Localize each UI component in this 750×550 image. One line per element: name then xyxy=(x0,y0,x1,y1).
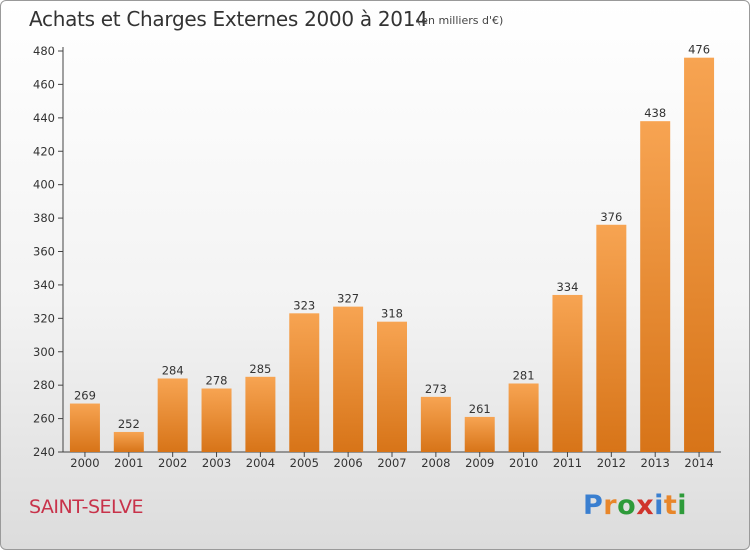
axes: 240 260 280 300 320 340 360 380 400 420 440 460 480 xyxy=(33,44,721,459)
bar-2010 xyxy=(508,383,539,452)
bar-2005 xyxy=(289,313,320,452)
value-label-2000: 269 xyxy=(74,389,96,403)
bar-2000 xyxy=(69,403,100,452)
bar-2003 xyxy=(201,388,232,452)
value-label-2008: 273 xyxy=(425,382,447,396)
bar-2013 xyxy=(640,121,671,453)
logo-letter: x xyxy=(636,490,655,521)
logo-letter: r xyxy=(603,490,618,521)
x-tick-label-2006: 2006 xyxy=(333,456,362,470)
value-label-2004: 285 xyxy=(249,362,271,376)
chart-title: Achats et Charges Externes 2000 à 2014 xyxy=(29,7,428,31)
value-label-2001: 252 xyxy=(118,417,140,431)
x-tick-label-2009: 2009 xyxy=(465,456,494,470)
bar-2004 xyxy=(245,376,276,452)
x-tick-label-2001: 2001 xyxy=(114,456,143,470)
value-label-2011: 334 xyxy=(556,280,578,294)
logo-letter: o xyxy=(617,490,637,521)
bars xyxy=(69,57,715,453)
y-tick-label: 440 xyxy=(33,111,55,125)
y-tick-label: 360 xyxy=(33,245,55,259)
bar-2009 xyxy=(464,416,495,452)
x-tick-label-2002: 2002 xyxy=(158,456,187,470)
x-tick-label-2014: 2014 xyxy=(684,456,713,470)
y-tick-label: 320 xyxy=(33,311,55,325)
y-tick-label: 380 xyxy=(33,211,55,225)
bar-2008 xyxy=(420,396,451,452)
value-label-2003: 278 xyxy=(206,374,228,388)
y-tick-label: 480 xyxy=(33,44,55,58)
x-tick-label-2000: 2000 xyxy=(70,456,99,470)
bar-2014 xyxy=(684,57,715,452)
y-tick-label: 300 xyxy=(33,345,55,359)
unit-note: (en milliers d'€) xyxy=(417,14,504,27)
y-tick-label: 280 xyxy=(33,378,55,392)
value-label-2009: 261 xyxy=(469,402,491,416)
value-label-2006: 327 xyxy=(337,292,359,306)
bar-2011 xyxy=(552,294,583,452)
y-tick-label: 260 xyxy=(33,412,55,426)
value-label-2014: 476 xyxy=(688,43,710,57)
x-tick-label-2011: 2011 xyxy=(553,456,582,470)
logo-letter: P xyxy=(583,490,604,521)
logo-letter: i xyxy=(654,490,664,521)
x-tick-label-2008: 2008 xyxy=(421,456,450,470)
labels: 2000 269 2001 252 2002 284 2003 278 2004 285 2005 3… xyxy=(70,43,713,470)
y-tick-label: 420 xyxy=(33,144,55,158)
y-tick-label: 400 xyxy=(33,178,55,192)
logo-letter: i xyxy=(677,490,688,521)
x-tick-label-2003: 2003 xyxy=(202,456,231,470)
y-tick-label: 460 xyxy=(33,77,55,91)
x-tick-label-2004: 2004 xyxy=(246,456,275,470)
x-tick-label-2012: 2012 xyxy=(597,456,626,470)
x-tick-label-2007: 2007 xyxy=(377,456,406,470)
value-label-2010: 281 xyxy=(513,368,535,382)
x-tick-label-2005: 2005 xyxy=(290,456,319,470)
bar-2002 xyxy=(157,378,188,452)
value-label-2012: 376 xyxy=(600,210,622,224)
bar-2001 xyxy=(113,431,144,452)
bar-2007 xyxy=(377,321,407,452)
value-label-2007: 318 xyxy=(381,307,403,321)
y-tick-label: 340 xyxy=(33,278,55,292)
x-tick-label-2013: 2013 xyxy=(641,456,670,470)
commune-name: SAINT-SELVE xyxy=(29,496,144,518)
bar-2006 xyxy=(333,306,364,452)
proxiti-logo: Proxiti xyxy=(583,490,687,521)
value-label-2005: 323 xyxy=(293,298,315,312)
value-label-2013: 438 xyxy=(644,106,666,120)
logo-letter: t xyxy=(663,490,678,521)
value-label-2002: 284 xyxy=(162,363,184,377)
bar-2012 xyxy=(596,224,627,452)
x-tick-label-2010: 2010 xyxy=(509,456,538,470)
y-tick-label: 240 xyxy=(33,445,55,459)
